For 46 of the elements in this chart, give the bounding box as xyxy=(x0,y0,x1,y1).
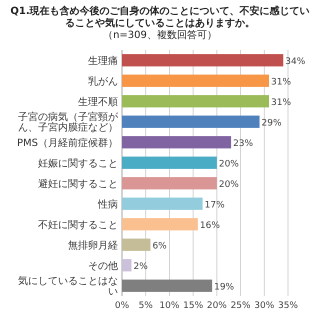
y-tick-label: 生理痛 xyxy=(88,54,118,67)
data-label: 20% xyxy=(218,180,240,190)
bar xyxy=(122,54,284,66)
bar xyxy=(122,95,270,108)
data-label: 16% xyxy=(200,220,220,231)
y-tick-label: 気にしていることはない xyxy=(18,276,118,298)
x-tick-label: 20% xyxy=(206,301,228,311)
y-tick-label: 無排卵月経 xyxy=(68,239,118,252)
x-tick-label: 35% xyxy=(278,301,298,311)
bar xyxy=(122,280,212,292)
data-label: 17% xyxy=(204,200,226,210)
x-tick-label: 15% xyxy=(183,301,204,311)
bar xyxy=(122,74,270,87)
x-tick-label: 25% xyxy=(230,301,252,311)
y-tick-label: 避妊に関すること xyxy=(38,178,118,190)
data-label: 31% xyxy=(271,98,292,108)
x-tick-label: 10% xyxy=(159,301,180,311)
data-label: 2% xyxy=(133,262,148,272)
data-label: 34% xyxy=(285,56,306,67)
x-tick-label: 30% xyxy=(254,301,275,311)
x-tick-label: 0% xyxy=(114,301,130,311)
y-tick-label: 乳がん xyxy=(88,75,118,88)
y-tick-label: その他 xyxy=(88,260,118,272)
y-tick-label: 不妊に関すること xyxy=(38,220,118,231)
data-label: 20% xyxy=(218,159,240,170)
data-label: 31% xyxy=(271,77,292,88)
y-tick-label: 性病 xyxy=(97,198,118,210)
bar xyxy=(122,218,198,230)
bar xyxy=(122,177,217,190)
data-label: 19% xyxy=(214,282,235,292)
chart-subtitle: （n=309、複数回答可） xyxy=(103,29,217,41)
bar xyxy=(122,136,232,148)
bar xyxy=(122,116,260,128)
y-tick-label: 生理不順 xyxy=(78,96,118,108)
data-label: 6% xyxy=(152,241,168,252)
chart-title: Q1.現在も含め今後のご自身の体のことについて、不安に感じていることや気にしていることはありますか。 xyxy=(10,5,310,29)
bar xyxy=(122,156,217,169)
y-tick-label: PMS（月経前症候群） xyxy=(16,136,118,149)
y-tick-label: 子宮の病気（子宮頸がん、子宮内膜症など） xyxy=(18,111,119,134)
y-tick-label: 妊娠に関すること xyxy=(38,158,118,170)
data-label: 23% xyxy=(233,138,254,149)
data-label: 29% xyxy=(262,118,282,128)
x-tick-label: 5% xyxy=(138,301,154,311)
bar xyxy=(122,198,203,210)
bar xyxy=(122,238,150,251)
bar xyxy=(122,259,132,272)
